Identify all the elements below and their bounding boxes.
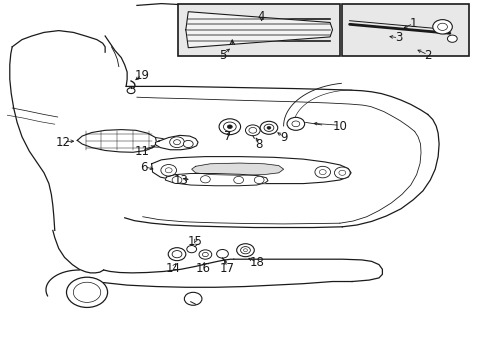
Circle shape [184,292,202,305]
Circle shape [169,137,184,148]
Text: 14: 14 [166,262,181,275]
Circle shape [266,126,270,129]
Text: 18: 18 [249,256,264,269]
Text: 8: 8 [255,138,263,150]
Circle shape [291,121,299,127]
Circle shape [216,249,228,258]
Circle shape [243,249,247,252]
Text: 2: 2 [423,49,431,62]
Circle shape [233,176,243,184]
Text: 7: 7 [223,130,231,143]
Circle shape [186,246,196,253]
Circle shape [319,170,325,175]
Circle shape [73,282,101,302]
Circle shape [172,251,182,258]
Circle shape [286,117,304,130]
Text: 19: 19 [134,69,149,82]
Text: 16: 16 [195,262,210,275]
Circle shape [314,166,330,178]
Circle shape [245,125,260,136]
Circle shape [240,247,250,254]
Circle shape [168,248,185,261]
Bar [178,4,339,56]
Polygon shape [165,174,267,186]
Text: 9: 9 [279,131,287,144]
Circle shape [447,35,456,42]
Circle shape [264,124,273,131]
Text: 13: 13 [173,174,188,186]
Circle shape [173,140,180,145]
Circle shape [334,167,349,179]
Circle shape [248,127,256,133]
Polygon shape [191,163,283,175]
Circle shape [338,170,345,175]
Text: 4: 4 [257,10,265,23]
Circle shape [202,252,208,257]
Text: 11: 11 [134,145,149,158]
Text: 3: 3 [394,31,402,44]
Polygon shape [155,135,198,150]
Polygon shape [185,12,332,48]
Polygon shape [77,130,156,152]
Circle shape [66,277,107,307]
Circle shape [165,168,172,173]
Circle shape [161,165,176,176]
Polygon shape [151,157,350,184]
Text: 1: 1 [408,17,416,30]
Circle shape [254,176,264,184]
Text: 6: 6 [140,161,148,174]
Circle shape [260,121,277,134]
Text: 10: 10 [332,120,346,132]
Circle shape [200,176,210,183]
Circle shape [236,244,254,257]
Text: 12: 12 [56,136,71,149]
Text: 17: 17 [220,262,234,275]
Text: 15: 15 [188,235,203,248]
Text: 5: 5 [218,49,226,62]
Circle shape [223,122,236,131]
Circle shape [199,250,211,259]
Circle shape [227,125,232,129]
Circle shape [432,19,451,34]
Circle shape [183,140,193,148]
Circle shape [172,176,182,184]
Bar [342,4,468,56]
Circle shape [437,23,447,31]
Circle shape [127,88,135,94]
Circle shape [219,119,240,135]
